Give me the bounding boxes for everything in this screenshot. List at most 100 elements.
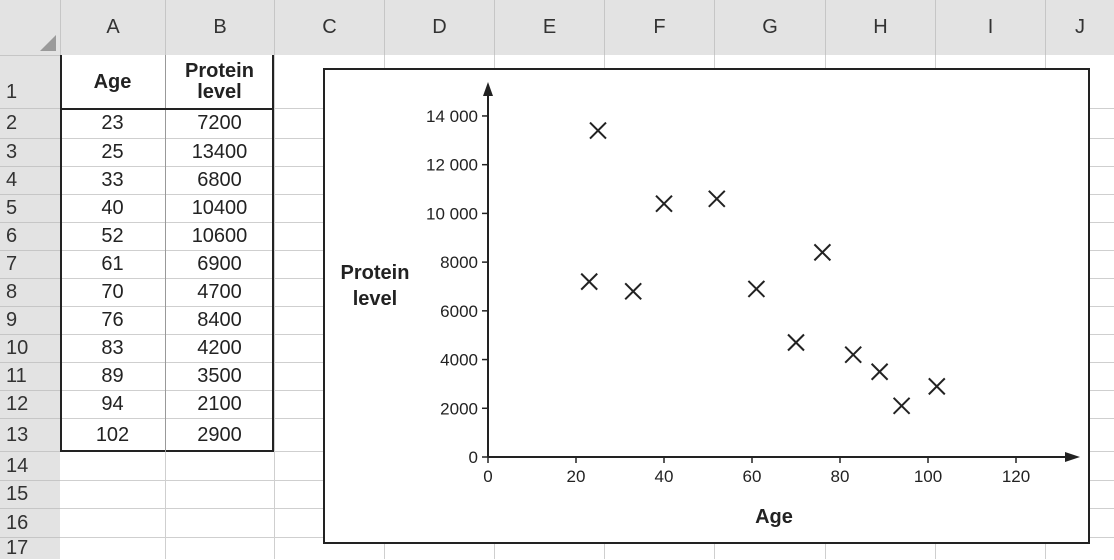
cell-protein-level[interactable]: 3500 (197, 365, 242, 387)
row-header-6[interactable]: 6 (0, 222, 60, 250)
cell-a1-header-age[interactable]: Age (60, 55, 165, 108)
column-header-h[interactable]: H (825, 0, 935, 55)
cell-protein-level[interactable]: 8400 (197, 309, 242, 331)
y-tick-label: 8000 (440, 253, 478, 272)
x-tick-label: 60 (743, 467, 762, 486)
marker-stroke (655, 194, 673, 213)
row-header-8[interactable]: 8 (0, 278, 60, 306)
chart-ylabel-line2: level (353, 288, 397, 310)
row-header-17[interactable]: 17 (0, 537, 60, 559)
row-header-11[interactable]: 11 (0, 362, 60, 390)
data-point-x-marker (589, 121, 607, 140)
data-table-column-separator (165, 55, 166, 452)
cell-protein-level[interactable]: 4200 (197, 337, 242, 359)
header-age-label: Age (93, 70, 132, 93)
cell-protein-level[interactable]: 7200 (197, 112, 242, 134)
x-tick-label: 120 (1002, 467, 1030, 486)
cell-protein-level[interactable]: 6900 (197, 253, 242, 275)
cell-protein-level[interactable]: 10600 (191, 225, 248, 247)
chart-object[interactable]: 0 2000 4000 6000 8000 10 000 12 000 14 000 0 20 4… (323, 68, 1090, 544)
data-points (580, 121, 946, 415)
select-all-triangle-icon (40, 35, 56, 51)
column-header-b[interactable]: B (165, 0, 274, 55)
y-tick-label: 12 000 (426, 156, 478, 175)
marker-stroke (844, 345, 862, 364)
column-header-e[interactable]: E (494, 0, 604, 55)
cell-age[interactable]: 23 (101, 112, 124, 134)
column-header-g[interactable]: G (714, 0, 825, 55)
marker-stroke (624, 282, 642, 301)
y-axis: 0 2000 4000 6000 8000 10 000 12 000 14 000 (426, 82, 493, 467)
cell-age[interactable]: 61 (101, 253, 124, 275)
row-header-5[interactable]: 5 (0, 194, 60, 222)
data-point-x-marker (844, 345, 862, 364)
scatter-chart-svg: 0 2000 4000 6000 8000 10 000 12 000 14 000 0 20 4… (341, 82, 1080, 528)
marker-stroke (580, 272, 598, 291)
marker-stroke (787, 333, 805, 352)
data-point-x-marker (708, 190, 726, 208)
x-tick-label: 100 (914, 467, 942, 486)
header-protein-label-line2: level (197, 80, 242, 103)
row-header-9[interactable]: 9 (0, 306, 60, 334)
cell-age[interactable]: 94 (101, 393, 124, 415)
row-header-3[interactable]: 3 (0, 138, 60, 166)
data-point-x-marker (892, 397, 911, 415)
cell-age[interactable]: 40 (101, 197, 124, 219)
y-tick-label: 4000 (440, 351, 478, 370)
data-point-x-marker (747, 280, 766, 298)
x-tick-label: 40 (655, 467, 674, 486)
row-header-14[interactable]: 14 (0, 451, 60, 480)
row-header-2[interactable]: 2 (0, 108, 60, 138)
cell-protein-level[interactable]: 13400 (191, 141, 248, 163)
column-header-a[interactable]: A (60, 0, 165, 55)
cell-protein-level[interactable]: 4700 (197, 281, 242, 303)
cell-age[interactable]: 89 (101, 365, 124, 387)
cell-age[interactable]: 25 (101, 141, 124, 163)
cell-age[interactable]: 83 (101, 337, 124, 359)
data-table-border (60, 55, 274, 452)
row-header-4[interactable]: 4 (0, 166, 60, 194)
header-protein-label-line1: Protein (185, 59, 254, 82)
x-axis-arrow-icon (1065, 452, 1080, 462)
marker-stroke (928, 377, 946, 396)
column-header-c[interactable]: C (274, 0, 384, 55)
cell-protein-level[interactable]: 10400 (191, 197, 248, 219)
cell-protein-level[interactable]: 2900 (197, 423, 242, 446)
cell-protein-level[interactable]: 2100 (197, 393, 242, 415)
column-header-f[interactable]: F (604, 0, 714, 55)
row-header-7[interactable]: 7 (0, 250, 60, 278)
cell-b1-header-protein[interactable]: Protein level (165, 55, 274, 108)
marker-stroke (813, 243, 832, 262)
cell-protein-level[interactable]: 6800 (197, 169, 242, 191)
row-header-13[interactable]: 13 (0, 418, 60, 451)
x-axis: 0 20 40 60 80 100 120 (483, 452, 1080, 486)
data-point-x-marker (787, 333, 805, 352)
data-point-x-marker (655, 194, 673, 213)
data-point-x-marker (928, 377, 946, 396)
cell-age[interactable]: 76 (101, 309, 124, 331)
select-all-corner[interactable] (0, 0, 60, 55)
cell-age[interactable]: 70 (101, 281, 124, 303)
y-tick-label: 10 000 (426, 204, 478, 223)
marker-stroke (892, 397, 911, 415)
marker-stroke (747, 280, 766, 298)
cell-age[interactable]: 52 (101, 225, 124, 247)
y-tick-label: 2000 (440, 399, 478, 418)
data-point-x-marker (624, 282, 642, 301)
cell-age[interactable]: 102 (95, 423, 130, 446)
column-header-i[interactable]: I (935, 0, 1045, 55)
cell-age[interactable]: 33 (101, 169, 124, 191)
row-header-12[interactable]: 12 (0, 390, 60, 418)
data-table-header-underline (60, 108, 274, 110)
data-point-x-marker (813, 243, 832, 262)
chart-xlabel: Age (755, 506, 793, 528)
column-header-d[interactable]: D (384, 0, 494, 55)
x-tick-label: 0 (483, 467, 492, 486)
row-header-1[interactable]: 1 (0, 55, 60, 108)
data-point-x-marker (580, 272, 598, 291)
x-tick-label: 80 (831, 467, 850, 486)
row-header-10[interactable]: 10 (0, 334, 60, 362)
row-header-16[interactable]: 16 (0, 508, 60, 537)
column-header-j[interactable]: J (1045, 0, 1114, 55)
row-header-15[interactable]: 15 (0, 480, 60, 508)
